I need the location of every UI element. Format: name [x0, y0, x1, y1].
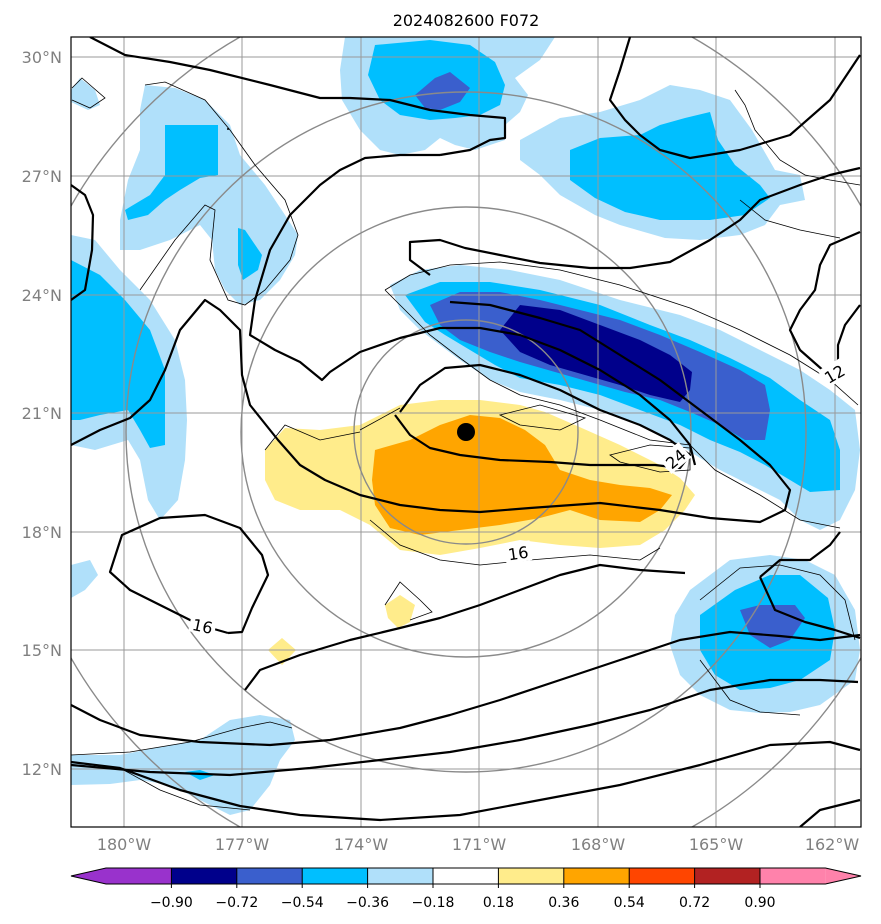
colorbar-swatch — [236, 868, 303, 884]
thin-contours — [71, 77, 861, 811]
lat-label: 12°N — [22, 760, 62, 779]
contour-label-16b: 16 — [507, 543, 530, 565]
lat-label: 24°N — [22, 286, 62, 305]
shading-orange — [372, 415, 672, 535]
colorbar-tick: 0.18 — [483, 895, 514, 911]
shading-dark-blue — [500, 305, 692, 402]
lon-label: 168°W — [571, 835, 626, 854]
lon-label: 165°W — [689, 835, 744, 854]
colorbar-swatch — [629, 868, 695, 884]
colorbar-tick: −0.18 — [412, 895, 455, 911]
map-area: 16 16 24 12 — [71, 37, 861, 827]
lat-label: 15°N — [22, 641, 62, 660]
colorbar-swatch — [171, 868, 237, 884]
colorbar-swatch — [760, 868, 826, 884]
lat-label: 18°N — [22, 523, 62, 542]
contour-label-16a: 16 — [191, 615, 215, 638]
colorbar-tick: 0.36 — [548, 895, 579, 911]
range-rings — [71, 37, 861, 827]
graticule — [71, 37, 861, 827]
colorbar-tick: 0.72 — [679, 895, 710, 911]
colorbar-swatch — [433, 868, 499, 884]
map-frame — [70, 36, 862, 828]
colorbar-tick: −0.36 — [346, 895, 389, 911]
lon-label: 174°W — [334, 835, 389, 854]
lon-label: 180°W — [97, 835, 152, 854]
colorbar-swatch — [106, 868, 172, 884]
colorbar-swatch — [694, 868, 760, 884]
colorbar-tick: 0.54 — [614, 895, 645, 911]
colorbar-under — [71, 868, 106, 884]
lat-label: 27°N — [22, 167, 62, 186]
colorbar-tick: 0.90 — [744, 895, 775, 911]
storm-center-marker — [457, 423, 475, 441]
colorbar-swatch — [498, 868, 564, 884]
longitude-labels: 180°W 177°W 174°W 171°W 168°W 165°W 162°… — [97, 835, 860, 854]
lon-label: 171°W — [452, 835, 507, 854]
colorbar-swatch — [563, 868, 630, 884]
lon-label: 162°W — [805, 835, 860, 854]
colorbar-tick: −0.72 — [215, 895, 258, 911]
lat-label: 30°N — [22, 48, 62, 67]
colorbar-swatch — [302, 868, 368, 884]
colorbar-tick: −0.54 — [281, 895, 324, 911]
latitude-labels: 30°N 27°N 24°N 21°N 18°N 15°N 12°N — [22, 48, 62, 779]
colorbar-tick: −0.90 — [150, 895, 193, 911]
colorbar-swatch — [367, 868, 433, 884]
height-contours — [71, 37, 861, 827]
lat-label: 21°N — [22, 404, 62, 423]
lon-label: 177°W — [215, 835, 270, 854]
colorbar: −0.90 −0.72 −0.54 −0.36 −0.18 0.18 0.36 … — [70, 867, 862, 911]
figure-title: 2024082600 F072 — [393, 11, 540, 30]
colorbar-over — [825, 868, 861, 884]
